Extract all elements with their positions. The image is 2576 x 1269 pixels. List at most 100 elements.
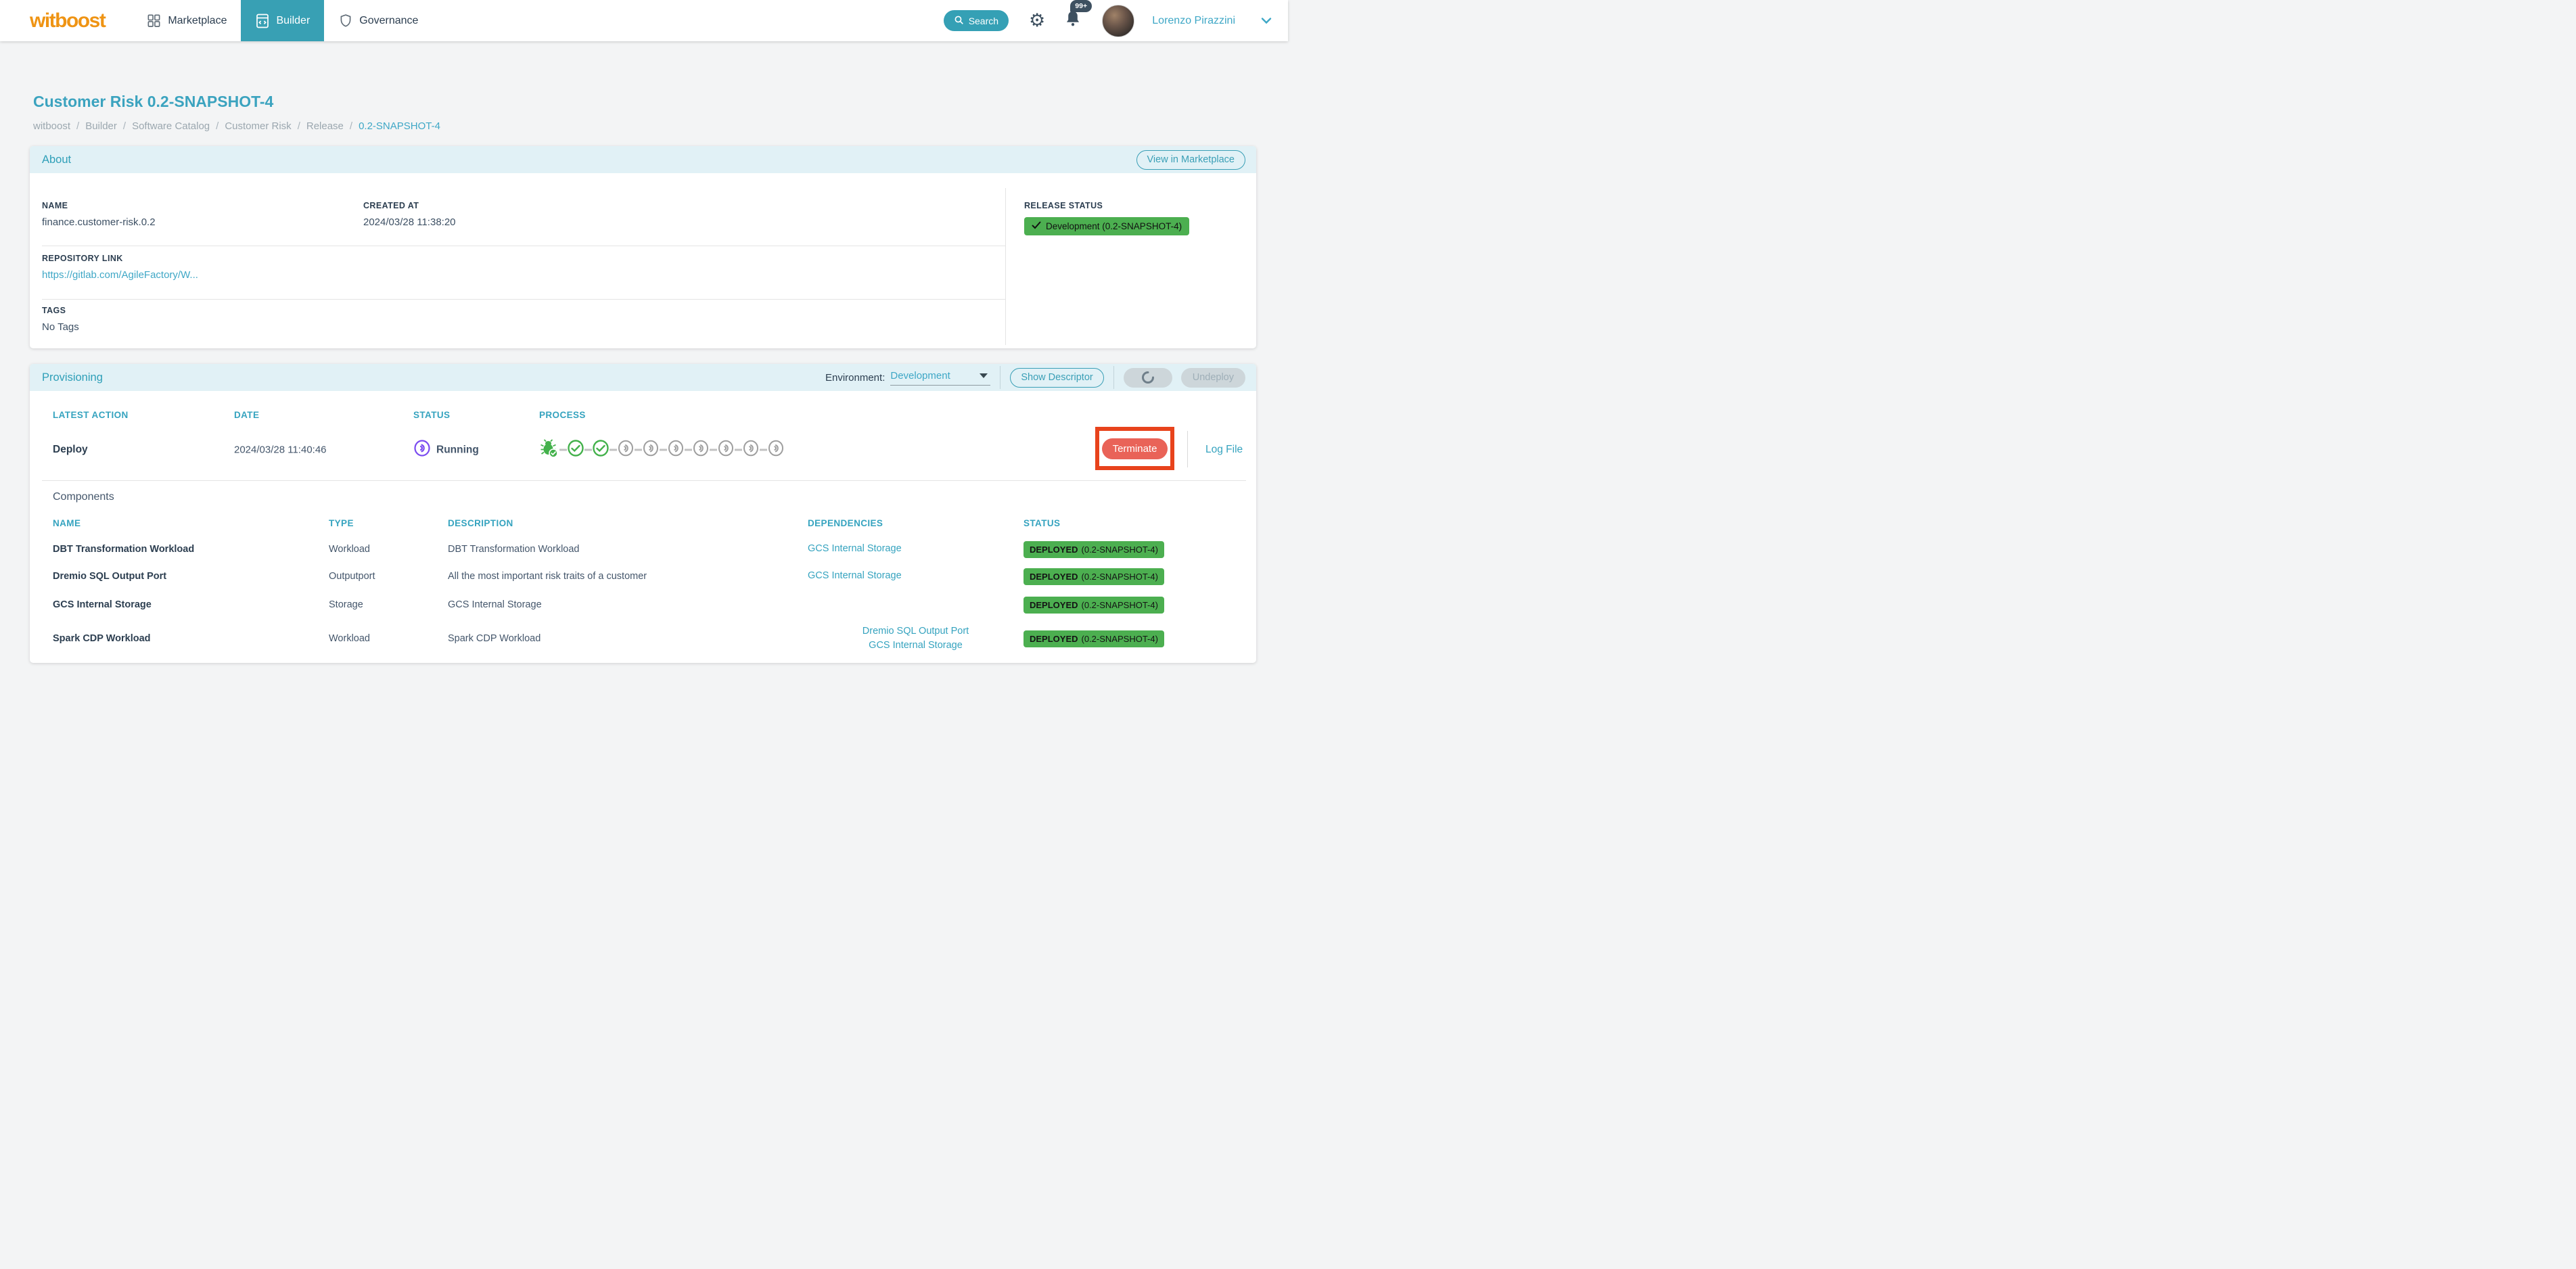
- user-avatar[interactable]: [1102, 4, 1135, 37]
- undeploy-button[interactable]: Undeploy: [1180, 367, 1245, 388]
- breadcrumb-current-version: 0.2-SNAPSHOT-4: [359, 120, 440, 132]
- breadcrumb-separator: /: [216, 120, 219, 132]
- field-created-at: CREATED AT 2024/03/28 11:38:20: [363, 201, 456, 228]
- process-step-pending-icon: [717, 440, 735, 461]
- breadcrumb: witboost / Builder / Software Catalog / …: [33, 120, 440, 132]
- about-title: About: [42, 153, 72, 166]
- process-connector: [610, 448, 617, 451]
- marketplace-grid-icon: [146, 13, 162, 28]
- provisioning-card: Provisioning Environment: Development Sh…: [30, 364, 1256, 663]
- deployed-status-badge: DEPLOYED (0.2-SNAPSHOT-4): [1024, 630, 1164, 647]
- environment-label: Environment:: [825, 371, 886, 384]
- select-arrow-icon: [980, 373, 988, 378]
- settings-gear-icon[interactable]: [1029, 11, 1045, 30]
- process-step-validation-bug-icon: [539, 438, 559, 462]
- action-row-divider: [1187, 431, 1188, 467]
- show-descriptor-button[interactable]: Show Descriptor: [1010, 367, 1104, 388]
- action-status-label: Running: [436, 444, 479, 455]
- created-at-value: 2024/03/28 11:38:20: [363, 216, 456, 228]
- dependency-link[interactable]: Dremio SQL Output Port: [862, 625, 969, 637]
- deployed-status-badge: DEPLOYED (0.2-SNAPSHOT-4): [1024, 596, 1164, 614]
- terminate-button[interactable]: Terminate: [1101, 438, 1168, 459]
- environment-select[interactable]: Development: [890, 369, 991, 386]
- process-step-done-icon: [592, 440, 610, 461]
- field-release-status: RELEASE STATUS Development (0.2-SNAPSHOT…: [1024, 201, 1190, 235]
- dependency-link[interactable]: GCS Internal Storage: [808, 543, 902, 555]
- provisioning-controls: Environment: Development Show Descriptor…: [825, 366, 1245, 389]
- user-name[interactable]: Lorenzo Pirazzini: [1152, 14, 1235, 26]
- process-connector: [584, 448, 592, 451]
- bell-icon: [1064, 11, 1082, 31]
- component-type: Storage: [329, 599, 363, 610]
- latest-action-row: Deploy 2024/03/28 11:40:46 Running: [30, 427, 1256, 471]
- component-description: Spark CDP Workload: [448, 633, 541, 644]
- process-connector: [685, 448, 692, 451]
- header-divider: [1000, 366, 1001, 389]
- col-process: PROCESS: [539, 410, 586, 420]
- process-connector: [735, 448, 742, 451]
- breadcrumb-separator: /: [349, 120, 353, 132]
- process-step-pending-icon: [692, 440, 710, 461]
- breadcrumb-release[interactable]: Release: [306, 120, 344, 132]
- col-latest-action: LATEST ACTION: [53, 410, 129, 420]
- dependency-link[interactable]: GCS Internal Storage: [869, 640, 963, 651]
- witboost-logo[interactable]: witboost: [30, 9, 106, 32]
- top-nav-bar: witboost Marketplace Builder: [0, 0, 1288, 41]
- breadcrumb-software-catalog[interactable]: Software Catalog: [132, 120, 210, 132]
- page-title: Customer Risk 0.2-SNAPSHOT-4: [33, 93, 274, 110]
- tags-value: No Tags: [42, 321, 79, 333]
- provisioning-card-header: Provisioning Environment: Development Sh…: [30, 364, 1256, 391]
- about-card: About View in Marketplace NAME finance.c…: [30, 146, 1256, 348]
- log-file-link[interactable]: Log File: [1205, 444, 1243, 455]
- environment-selected-value: Development: [890, 369, 950, 382]
- created-at-label: CREATED AT: [363, 201, 419, 210]
- nav-governance[interactable]: Governance: [324, 0, 432, 41]
- nav-governance-label: Governance: [359, 14, 419, 26]
- process-step-pending-icon: [767, 440, 785, 461]
- deployed-status-badge: DEPLOYED (0.2-SNAPSHOT-4): [1024, 568, 1164, 585]
- process-step-pending-icon: [642, 440, 660, 461]
- component-type: Workload: [329, 633, 370, 644]
- component-name: Spark CDP Workload: [53, 633, 151, 644]
- component-type: Outputport: [329, 571, 375, 582]
- search-button-label: Search: [968, 15, 999, 26]
- provisioning-title: Provisioning: [42, 371, 103, 384]
- process-connector: [660, 448, 667, 451]
- component-description: DBT Transformation Workload: [448, 544, 580, 555]
- col-status: STATUS: [413, 410, 451, 420]
- comp-col-name: NAME: [53, 518, 81, 528]
- user-menu-chevron-down-icon[interactable]: [1261, 17, 1272, 24]
- nav-builder[interactable]: Builder: [241, 0, 325, 41]
- comp-col-type: TYPE: [329, 518, 354, 528]
- component-name: GCS Internal Storage: [53, 599, 152, 610]
- breadcrumb-builder[interactable]: Builder: [85, 120, 117, 132]
- action-status: Running: [413, 440, 479, 461]
- breadcrumb-witboost[interactable]: witboost: [33, 120, 71, 132]
- breadcrumb-customer-risk[interactable]: Customer Risk: [225, 120, 292, 132]
- process-connector: [559, 448, 567, 451]
- repository-link[interactable]: https://gitlab.com/AgileFactory/W...: [42, 269, 198, 281]
- search-button[interactable]: Search: [943, 10, 1009, 31]
- about-card-header: About View in Marketplace: [30, 146, 1256, 173]
- field-tags: TAGS No Tags: [42, 306, 79, 333]
- comp-col-description: DESCRIPTION: [448, 518, 513, 528]
- tags-label: TAGS: [42, 306, 66, 315]
- about-divider-2: [42, 299, 1005, 300]
- nav-marketplace-label: Marketplace: [168, 14, 227, 26]
- action-name: Deploy: [53, 444, 88, 455]
- comp-col-dependencies: DEPENDENCIES: [808, 518, 883, 528]
- notifications-bell[interactable]: 99+: [1064, 0, 1092, 32]
- dependency-link[interactable]: GCS Internal Storage: [808, 570, 902, 582]
- repository-link-label: REPOSITORY LINK: [42, 254, 123, 263]
- nav-builder-label: Builder: [276, 14, 310, 26]
- component-description: All the most important risk traits of a …: [448, 571, 647, 582]
- components-title: Components: [53, 491, 114, 503]
- release-status-badge: Development (0.2-SNAPSHOT-4): [1024, 217, 1190, 235]
- process-step-pending-icon: [742, 440, 760, 461]
- breadcrumb-separator: /: [297, 120, 300, 132]
- nav-marketplace[interactable]: Marketplace: [132, 0, 241, 41]
- about-vertical-divider: [1005, 188, 1006, 345]
- notifications-count-badge: 99+: [1070, 0, 1092, 12]
- view-in-marketplace-button[interactable]: View in Marketplace: [1136, 149, 1245, 170]
- process-connector: [635, 448, 642, 451]
